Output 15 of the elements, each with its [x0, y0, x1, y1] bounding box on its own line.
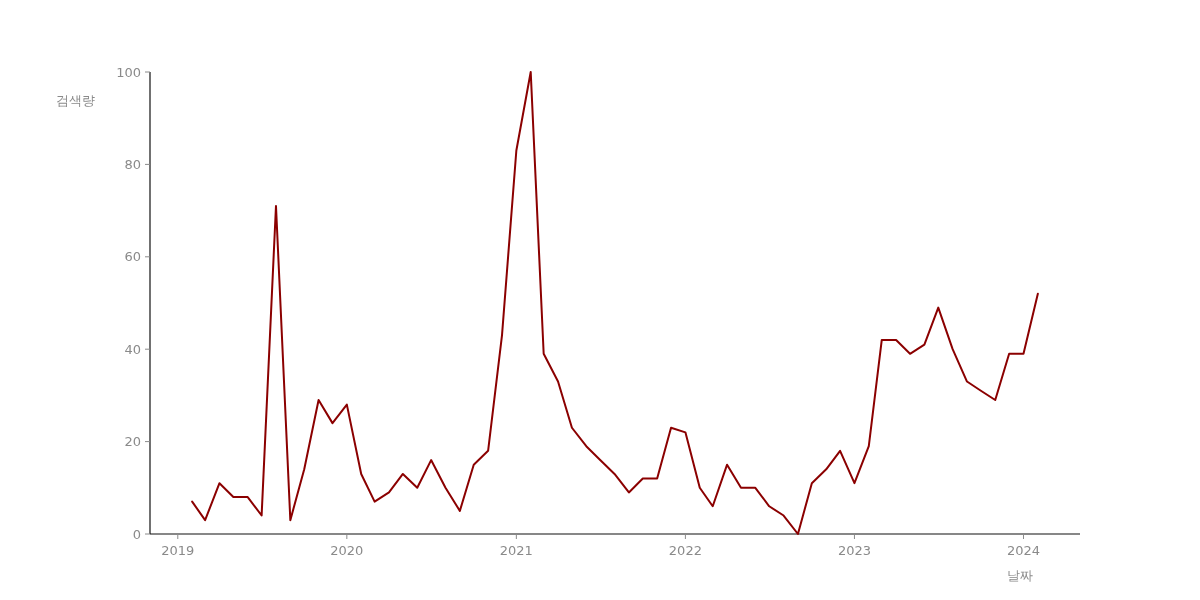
y-tick-label: 20 [124, 434, 141, 450]
x-tick-label: 2023 [837, 543, 871, 558]
y-tick-label: 100 [116, 64, 141, 80]
y-axis-title: 검색량 [56, 93, 95, 108]
x-axis-title: 날짜 [1007, 568, 1033, 583]
x-tick-label: 2022 [668, 543, 702, 558]
y-tick-label: 60 [124, 249, 141, 265]
y-tick-label: 40 [124, 341, 141, 357]
y-tick-label: 0 [132, 526, 141, 542]
y-tick-label: 80 [124, 156, 141, 172]
x-tick-label: 2020 [330, 543, 364, 558]
x-tick-label: 2019 [161, 543, 195, 558]
x-tick-label: 2021 [499, 543, 533, 558]
x-tick-label: 2024 [1006, 543, 1041, 558]
line-series [191, 71, 1039, 535]
